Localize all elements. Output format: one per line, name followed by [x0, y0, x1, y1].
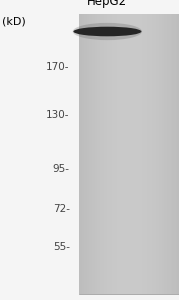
- Bar: [87, 14, 89, 294]
- Bar: [129, 14, 130, 294]
- Text: 72-: 72-: [53, 203, 70, 214]
- Bar: [110, 14, 112, 294]
- Bar: [164, 14, 166, 294]
- Bar: [84, 14, 85, 294]
- Bar: [161, 14, 162, 294]
- Bar: [104, 14, 105, 294]
- Bar: [100, 14, 102, 294]
- Bar: [174, 14, 176, 294]
- Bar: [95, 14, 97, 294]
- Bar: [130, 14, 132, 294]
- Bar: [119, 14, 120, 294]
- Text: 95-: 95-: [53, 164, 70, 175]
- Bar: [80, 14, 82, 294]
- Bar: [139, 14, 141, 294]
- Bar: [107, 14, 109, 294]
- Bar: [117, 14, 119, 294]
- Text: 130-: 130-: [46, 110, 70, 121]
- Bar: [132, 14, 134, 294]
- Bar: [82, 14, 84, 294]
- Bar: [134, 14, 136, 294]
- Bar: [151, 14, 152, 294]
- Bar: [94, 14, 95, 294]
- Bar: [172, 14, 174, 294]
- Bar: [137, 14, 139, 294]
- Bar: [114, 14, 115, 294]
- Text: 55-: 55-: [53, 242, 70, 253]
- Bar: [102, 14, 104, 294]
- Bar: [152, 14, 154, 294]
- Bar: [144, 14, 146, 294]
- Bar: [167, 14, 169, 294]
- Bar: [89, 14, 90, 294]
- Bar: [99, 14, 100, 294]
- Bar: [154, 14, 156, 294]
- Bar: [124, 14, 125, 294]
- Bar: [146, 14, 147, 294]
- Bar: [177, 14, 179, 294]
- Bar: [141, 14, 142, 294]
- Bar: [166, 14, 167, 294]
- Text: 170-: 170-: [46, 62, 70, 73]
- Ellipse shape: [73, 27, 141, 36]
- Bar: [122, 14, 124, 294]
- Bar: [157, 14, 159, 294]
- Bar: [162, 14, 164, 294]
- Bar: [156, 14, 157, 294]
- Bar: [149, 14, 151, 294]
- Text: HepG2: HepG2: [87, 0, 127, 8]
- Bar: [127, 14, 129, 294]
- Bar: [90, 14, 92, 294]
- Bar: [142, 14, 144, 294]
- Bar: [115, 14, 117, 294]
- Bar: [125, 14, 127, 294]
- Bar: [136, 14, 137, 294]
- Bar: [112, 14, 114, 294]
- Bar: [171, 14, 172, 294]
- Bar: [97, 14, 99, 294]
- Bar: [79, 14, 80, 294]
- Bar: [147, 14, 149, 294]
- Bar: [85, 14, 87, 294]
- Ellipse shape: [73, 23, 142, 40]
- Bar: [92, 14, 94, 294]
- Bar: [176, 14, 177, 294]
- Bar: [120, 14, 122, 294]
- Bar: [109, 14, 110, 294]
- Bar: [105, 14, 107, 294]
- Text: (kD): (kD): [2, 16, 26, 26]
- Bar: [159, 14, 161, 294]
- Bar: [169, 14, 171, 294]
- Bar: [79, 14, 179, 294]
